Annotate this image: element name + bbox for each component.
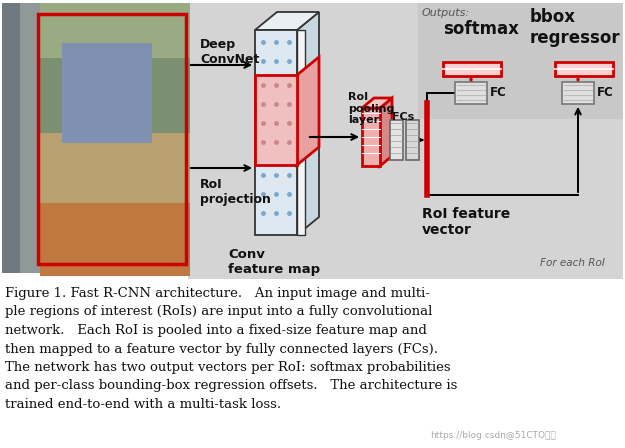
Bar	[455, 82, 487, 104]
Text: Outputs:: Outputs:	[422, 8, 470, 18]
Text: Figure 1. Fast R-CNN architecture.   An input image and multi-: Figure 1. Fast R-CNN architecture. An in…	[5, 287, 430, 300]
Polygon shape	[380, 98, 392, 166]
Bar	[406, 120, 419, 160]
Bar	[40, 3, 190, 58]
Text: FCs: FCs	[392, 112, 414, 122]
Text: softmax: softmax	[443, 20, 519, 38]
Bar	[40, 203, 190, 276]
Bar	[562, 82, 594, 104]
Text: For each RoI: For each RoI	[540, 258, 605, 268]
Bar	[38, 14, 186, 264]
Polygon shape	[297, 57, 319, 165]
Bar	[40, 133, 190, 203]
Bar	[418, 3, 623, 119]
Bar	[390, 120, 403, 160]
Text: FC: FC	[597, 86, 614, 99]
Text: and per-class bounding-box regression offsets.   The architecture is: and per-class bounding-box regression of…	[5, 379, 458, 392]
Text: ple regions of interest (RoIs) are input into a fully convolutional: ple regions of interest (RoIs) are input…	[5, 306, 432, 319]
Bar	[2, 3, 20, 273]
Text: Deep
ConvNet: Deep ConvNet	[200, 38, 259, 66]
Text: network.   Each RoI is pooled into a fixed-size feature map and: network. Each RoI is pooled into a fixed…	[5, 324, 427, 337]
Bar	[40, 3, 190, 133]
Polygon shape	[362, 98, 392, 108]
Text: RoI feature
vector: RoI feature vector	[422, 207, 510, 237]
Bar	[555, 62, 613, 76]
Bar	[297, 30, 305, 235]
Bar	[255, 30, 297, 235]
Bar	[40, 3, 190, 273]
Text: RoI
projection: RoI projection	[200, 178, 271, 206]
Text: The network has two output vectors per RoI: softmax probabilities: The network has two output vectors per R…	[5, 361, 451, 374]
Bar	[20, 3, 40, 273]
Text: then mapped to a feature vector by fully connected layers (FCs).: then mapped to a feature vector by fully…	[5, 343, 438, 356]
Text: trained end-to-end with a multi-task loss.: trained end-to-end with a multi-task los…	[5, 398, 281, 411]
Bar	[443, 62, 501, 76]
Bar	[255, 75, 297, 165]
Text: bbox
regressor: bbox regressor	[530, 8, 621, 47]
Text: https://blog.csdn@51CTO博客: https://blog.csdn@51CTO博客	[430, 431, 556, 440]
Text: Conv
feature map: Conv feature map	[228, 248, 320, 276]
Polygon shape	[255, 12, 319, 30]
Bar	[188, 3, 623, 279]
Bar	[362, 108, 380, 166]
Text: FC: FC	[490, 86, 507, 99]
Bar	[2, 3, 40, 273]
Bar	[62, 43, 152, 143]
Polygon shape	[297, 12, 319, 235]
Text: RoI
pooling
layer: RoI pooling layer	[348, 92, 394, 125]
